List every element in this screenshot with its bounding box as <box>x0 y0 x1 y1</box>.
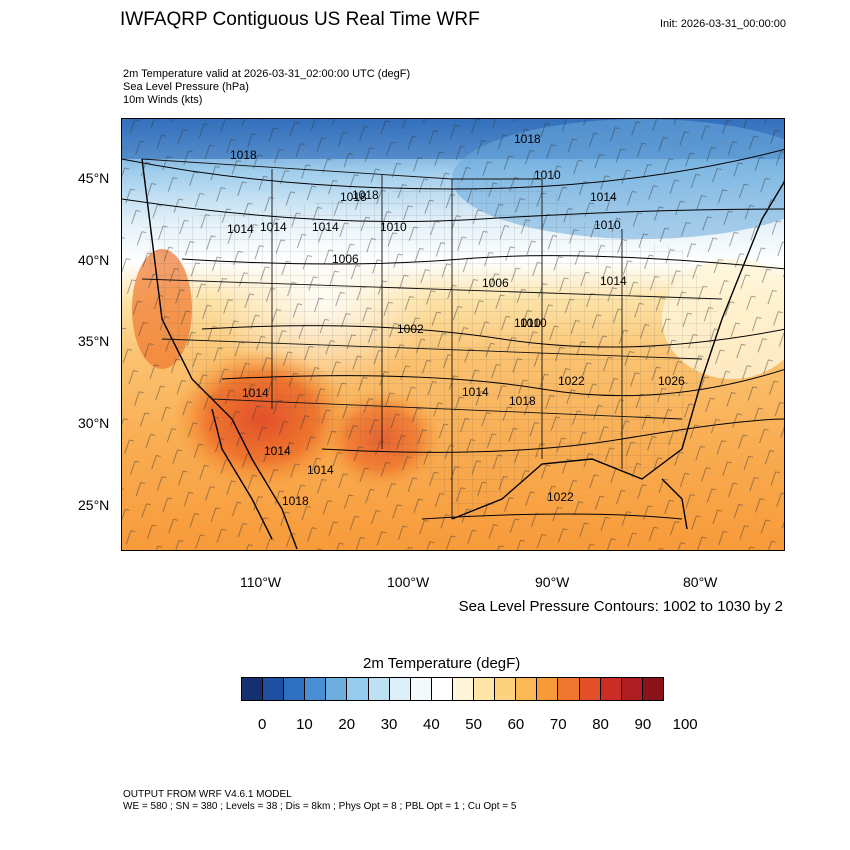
lat-label-30n: 30°N <box>78 415 110 431</box>
isobar-label: 1014 <box>600 274 627 288</box>
isobar-label: 1014 <box>307 463 334 477</box>
colorbar-cell <box>326 678 348 700</box>
isobar-label: 1010 <box>520 316 547 330</box>
colorbar-cell <box>600 678 622 700</box>
colorbar-tick-label: 100 <box>672 716 698 733</box>
isobar-label: 1018 <box>230 148 257 162</box>
colorbar-tick-label: 80 <box>592 716 609 733</box>
colorbar-cell <box>537 678 559 700</box>
lon-label-110w: 110°W <box>240 574 282 590</box>
weather-map: 1018 1018 1014 1018 1014 1014 1010 1006 1018 1010… <box>121 118 785 551</box>
colorbar-cell <box>516 678 538 700</box>
isobar-label: 1010 <box>594 218 621 232</box>
colorbar-tick-label: 40 <box>423 716 440 733</box>
wind-barbs <box>122 119 784 550</box>
colorbar-cell <box>242 678 264 700</box>
isobar-label: 1014 <box>312 220 339 234</box>
lon-label-90w: 90°W <box>535 574 570 590</box>
colorbar-cell <box>579 678 601 700</box>
isobar-label: 1014 <box>227 222 254 236</box>
isobar-label: 1014 <box>242 386 269 400</box>
lat-label-35n: 35°N <box>78 333 110 349</box>
colorbar-cell <box>410 678 432 700</box>
colorbar-tick-label: 30 <box>380 716 398 733</box>
colorbar-cell <box>347 678 369 700</box>
colorbar-cell <box>305 678 327 700</box>
field-label-temperature: 2m Temperature valid at 2026-03-31_02:00… <box>123 68 411 80</box>
colorbar-tick-label: 50 <box>465 716 482 733</box>
isobar-label: 1018 <box>340 190 367 204</box>
isobar-label: 1018 <box>282 494 309 508</box>
isobar-label: 1010 <box>534 168 561 182</box>
lat-label-45n: 45°N <box>78 170 110 186</box>
lon-label-80w: 80°W <box>683 574 718 590</box>
isobar-label: 1018 <box>352 188 379 202</box>
isobar-label: 1018 <box>514 132 541 146</box>
field-label-pressure: Sea Level Pressure (hPa) <box>123 81 249 93</box>
colorbar-tick-label: 20 <box>338 716 356 733</box>
lat-label-25n: 25°N <box>78 497 110 513</box>
isobar-label: 1006 <box>332 252 359 266</box>
colorbar-tick-label: 0 <box>257 716 267 733</box>
isobar-label: 1014 <box>590 190 617 204</box>
colorbar-cell <box>474 678 496 700</box>
colorbar-cell <box>452 678 475 700</box>
colorbar-tick-label: 70 <box>549 716 567 733</box>
lon-label-100w: 100°W <box>387 574 430 590</box>
model-config-line: WE = 580 ; SN = 380 ; Levels = 38 ; Dis … <box>123 801 517 812</box>
colorbar-cell <box>558 678 580 700</box>
isobar-label: 1014 <box>462 385 489 399</box>
plot-title: IWFAQRP Contiguous US Real Time WRF <box>120 9 480 30</box>
colorbar-cell <box>368 678 390 700</box>
colorbar-tick-label: 60 <box>507 716 525 733</box>
isobar-label: 1010 <box>514 316 541 330</box>
colorbar-cell <box>389 678 411 700</box>
colorbar-title: 2m Temperature (degF) <box>363 655 521 672</box>
temperature-colorbar <box>241 677 664 701</box>
isobar-label: 1022 <box>558 374 585 388</box>
field-label-winds: 10m Winds (kts) <box>123 94 203 106</box>
isobar-label: 1014 <box>264 444 291 458</box>
lat-label-40n: 40°N <box>78 252 110 268</box>
colorbar-tick-label: 90 <box>634 716 652 733</box>
isobar-label: 1026 <box>658 374 685 388</box>
contour-note: Sea Level Pressure Contours: 1002 to 103… <box>458 598 783 615</box>
isobar-label: 1022 <box>547 490 574 504</box>
isobar-label: 1002 <box>397 322 424 336</box>
isobar-label: 1006 <box>482 276 509 290</box>
colorbar-cell <box>495 678 517 700</box>
init-time: Init: 2026-03-31_00:00:00 <box>660 18 786 30</box>
colorbar-cell <box>642 678 663 700</box>
colorbar-cell <box>431 678 453 700</box>
colorbar-cell <box>621 678 643 700</box>
isobar-label: 1010 <box>380 220 407 234</box>
colorbar-cell <box>263 678 285 700</box>
colorbar-cell <box>284 678 306 700</box>
isobar-label: 1018 <box>509 394 536 408</box>
isobar-label: 1014 <box>260 220 287 234</box>
colorbar-tick-label: 10 <box>296 716 313 733</box>
model-output-line: OUTPUT FROM WRF V4.6.1 MODEL <box>123 789 292 800</box>
